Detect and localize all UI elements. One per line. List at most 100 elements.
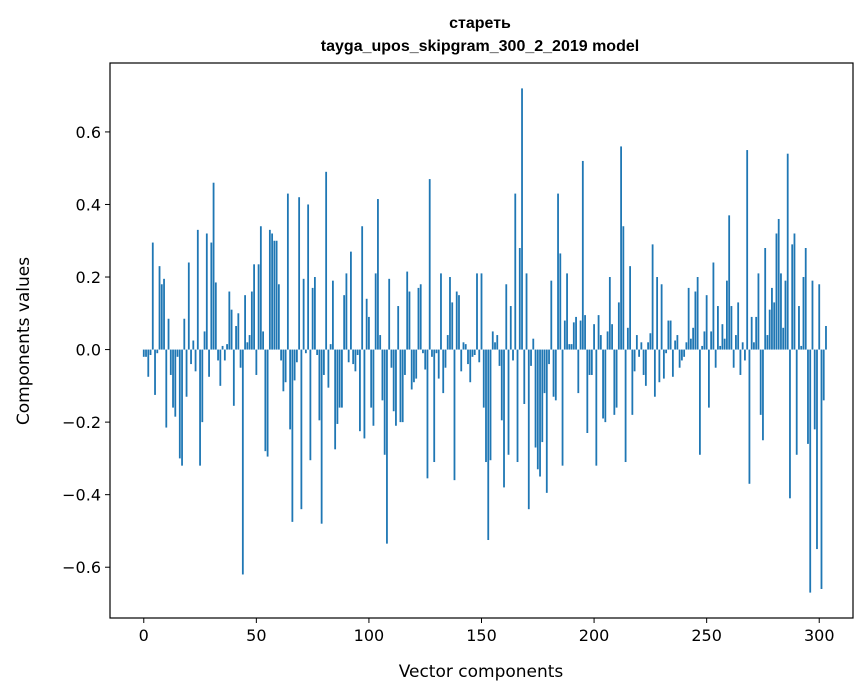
bar — [753, 342, 755, 350]
bar — [629, 266, 631, 350]
bar — [482, 349, 485, 408]
bar — [408, 291, 411, 350]
bar — [183, 318, 186, 350]
bar — [604, 349, 607, 423]
bar — [149, 349, 152, 356]
bar — [496, 335, 499, 350]
bar — [638, 349, 641, 357]
bar — [777, 218, 780, 350]
bar — [748, 349, 751, 484]
bar — [469, 349, 472, 383]
bar — [507, 349, 510, 455]
bar — [347, 349, 350, 363]
bar — [624, 349, 627, 463]
bar — [313, 277, 316, 350]
bar — [644, 349, 647, 386]
bar — [449, 277, 451, 350]
bar — [336, 349, 339, 424]
bar — [811, 280, 814, 350]
bar — [237, 313, 240, 350]
bar — [476, 273, 478, 350]
bar — [318, 349, 321, 421]
y-axis-label: Components values — [14, 257, 34, 425]
bar — [723, 338, 726, 350]
bar — [667, 320, 670, 350]
bar — [232, 349, 235, 406]
bar — [302, 278, 305, 350]
bar — [545, 349, 548, 493]
bar — [572, 322, 575, 350]
bar — [793, 233, 796, 350]
y-tick-label: −0.2 — [62, 413, 101, 432]
bar — [800, 345, 803, 350]
y-tick-label: 0.0 — [76, 341, 101, 360]
bar — [593, 324, 595, 350]
bar — [662, 349, 665, 379]
bar — [178, 349, 181, 459]
bar — [368, 316, 370, 350]
bar — [280, 349, 283, 361]
x-tick-label: 50 — [246, 626, 266, 645]
bar — [712, 262, 715, 350]
bar — [782, 327, 785, 350]
bar — [512, 349, 514, 361]
bar — [514, 193, 517, 350]
bar — [762, 349, 764, 441]
bar — [431, 349, 433, 357]
bar — [680, 349, 683, 361]
bar — [584, 315, 586, 350]
bar — [579, 320, 582, 350]
bar — [703, 331, 706, 350]
bar — [647, 342, 650, 350]
bar — [250, 291, 253, 350]
bar — [343, 295, 346, 350]
bar-series — [142, 88, 827, 593]
bar — [548, 349, 550, 365]
bar — [165, 349, 168, 428]
bar — [334, 349, 337, 450]
bar — [494, 342, 496, 350]
bar — [737, 302, 740, 350]
bar — [192, 340, 195, 350]
bar — [187, 262, 190, 350]
bar — [813, 349, 816, 430]
bar — [626, 327, 629, 350]
bar — [597, 315, 600, 350]
bar — [642, 349, 645, 375]
bar — [701, 345, 704, 350]
bar — [498, 349, 501, 366]
bar — [730, 306, 733, 350]
bar — [259, 226, 262, 350]
bar — [298, 197, 301, 350]
bar — [705, 295, 708, 350]
bar — [352, 349, 355, 365]
bar — [665, 349, 668, 354]
bar — [356, 349, 359, 356]
bar — [311, 287, 314, 350]
bar — [577, 349, 580, 394]
bar — [158, 266, 161, 350]
bar — [658, 349, 661, 383]
bar — [446, 335, 449, 350]
x-tick-label: 0 — [139, 626, 149, 645]
bar — [505, 284, 508, 350]
bar — [615, 349, 618, 408]
bar — [559, 253, 562, 350]
bar — [683, 349, 686, 357]
bar — [568, 344, 571, 350]
bar — [771, 287, 773, 350]
bar — [741, 342, 744, 350]
bar — [489, 349, 492, 461]
bar — [395, 349, 397, 426]
bar — [388, 278, 391, 350]
bar — [444, 349, 447, 368]
bar — [462, 342, 465, 350]
bar — [802, 277, 805, 350]
bar — [527, 349, 530, 510]
bar — [221, 345, 224, 350]
bar — [617, 302, 620, 350]
bar — [277, 284, 280, 350]
y-tick-label: −0.6 — [62, 558, 101, 577]
bar — [374, 273, 377, 350]
bar — [295, 349, 298, 363]
